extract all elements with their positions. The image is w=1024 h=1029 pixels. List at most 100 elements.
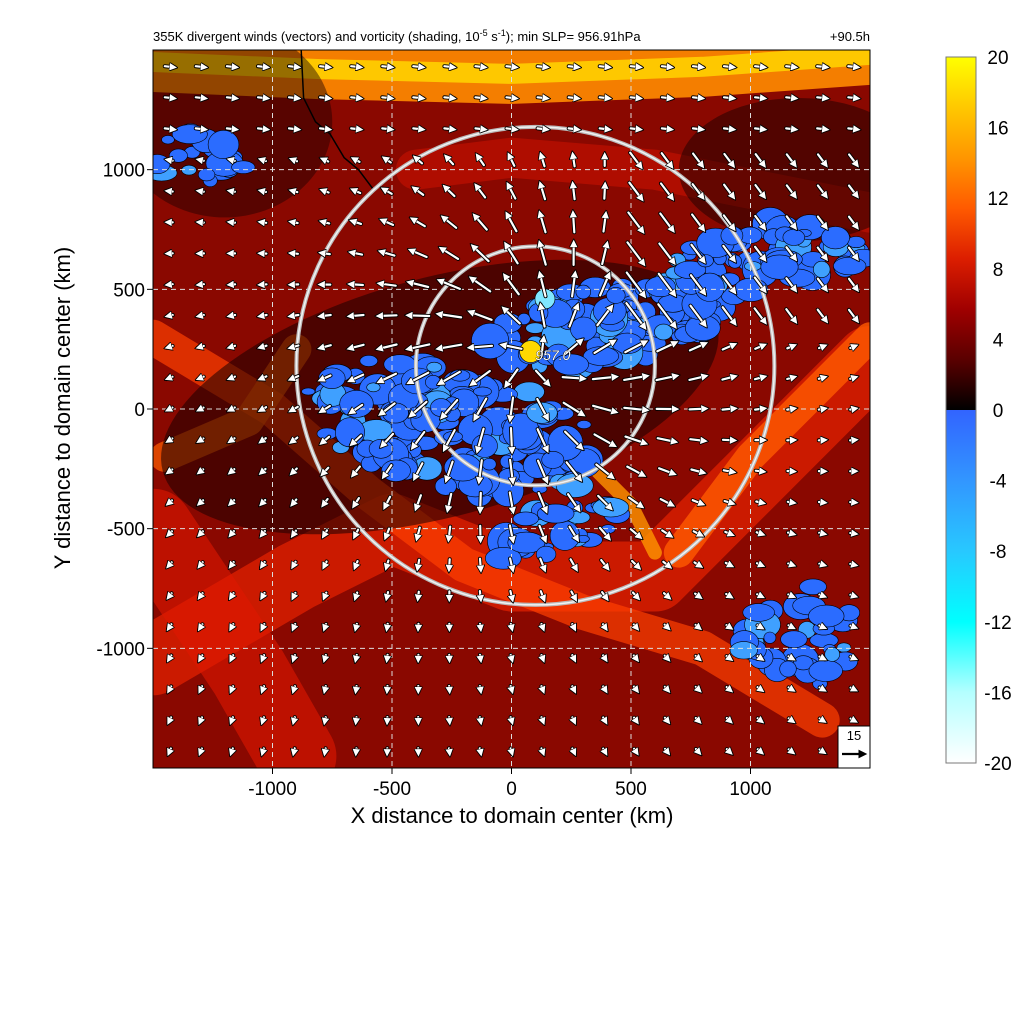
wind-vector <box>293 748 294 754</box>
x-tick-label: 0 <box>506 779 517 800</box>
wind-vector <box>600 97 610 98</box>
wind-vector <box>476 66 486 67</box>
wind-vector <box>324 686 325 692</box>
negative-vorticity-patch <box>513 512 539 526</box>
wind-vector <box>476 97 486 98</box>
negative-vorticity-patch <box>576 285 591 299</box>
title-mid: s <box>488 29 499 44</box>
wind-vector <box>755 128 765 129</box>
negative-vorticity-patch <box>472 434 498 457</box>
wind-vector <box>320 253 329 254</box>
wind-vector <box>786 97 796 98</box>
wind-vector <box>356 748 357 754</box>
wind-vector <box>569 128 579 129</box>
wind-vector <box>848 97 858 98</box>
wind-vector <box>413 128 423 129</box>
wind-vector <box>196 97 206 98</box>
wind-vector <box>320 97 330 98</box>
plot-area: 957.0 <box>117 26 918 768</box>
wind-vector <box>662 128 672 129</box>
wind-vector <box>290 222 297 223</box>
wind-vector <box>600 66 610 67</box>
wind-vector <box>289 97 299 98</box>
wind-vector <box>227 66 237 67</box>
wind-vector <box>724 97 734 98</box>
wind-vector <box>167 284 173 285</box>
wind-vector <box>819 408 826 409</box>
wind-vector <box>449 559 450 570</box>
wind-vector <box>480 559 481 571</box>
title-exp2: -1 <box>498 28 506 38</box>
wind-vector <box>569 97 579 98</box>
wind-vector <box>631 97 641 98</box>
wind-vector <box>349 284 363 285</box>
wind-vector <box>755 97 765 98</box>
wind-vector <box>320 128 330 129</box>
x-tick-label: 1000 <box>729 779 771 800</box>
negative-vorticity-patch <box>570 317 596 341</box>
wind-vector <box>444 128 454 129</box>
negative-vorticity-patch <box>825 647 840 661</box>
negative-vorticity-patch <box>542 451 564 468</box>
wind-vector <box>293 717 295 723</box>
negative-vorticity-patch <box>654 324 672 340</box>
wind-vector <box>382 66 392 67</box>
wind-vector <box>351 97 361 98</box>
negative-vorticity-patch <box>208 130 239 158</box>
wind-vector <box>850 564 856 565</box>
wind-vector <box>690 409 707 410</box>
negative-vorticity-patch <box>360 355 378 366</box>
wind-vector <box>259 315 266 316</box>
wind-vector <box>351 128 361 129</box>
wind-vector <box>600 128 610 129</box>
wind-vector <box>850 533 856 534</box>
wind-vector <box>480 624 481 630</box>
wind-vector <box>227 97 237 98</box>
wind-vector <box>631 66 641 67</box>
wind-vector <box>165 97 175 98</box>
wind-vector <box>387 686 388 692</box>
wind-vector <box>786 128 796 129</box>
wind-vector <box>819 533 825 534</box>
colorbar-tick-label: -12 <box>984 613 1011 634</box>
wind-vector <box>227 128 237 129</box>
wind-vector <box>258 128 268 129</box>
negative-vorticity-patch <box>471 323 508 359</box>
negative-vorticity-patch <box>809 605 845 627</box>
colorbar-tick-label: 4 <box>993 330 1004 351</box>
wind-vector <box>290 315 299 316</box>
wind-vector <box>378 315 397 316</box>
x-axis-label: X distance to domain center (km) <box>351 803 674 828</box>
wind-vector <box>289 128 299 129</box>
wind-vector <box>507 66 517 67</box>
wind-vector <box>260 191 266 192</box>
wind-vector <box>167 160 173 161</box>
wind-vector <box>480 655 481 661</box>
time-label: +90.5h <box>830 29 870 44</box>
wind-vector <box>538 66 548 67</box>
wind-vector <box>320 66 330 67</box>
wind-vector <box>413 97 423 98</box>
wind-vector <box>165 128 175 129</box>
wind-vector <box>258 66 268 67</box>
wind-vector <box>198 160 204 161</box>
negative-vorticity-patch <box>821 227 849 249</box>
wind-vector <box>848 66 858 67</box>
negative-vorticity-patch <box>198 169 215 181</box>
wind-vector <box>198 191 204 192</box>
wind-vector <box>755 66 765 67</box>
wind-vector <box>480 493 481 512</box>
wind-vector <box>723 440 735 441</box>
wind-vector <box>819 502 825 503</box>
wind-vector <box>229 284 235 285</box>
x-tick-label: -1000 <box>248 779 297 800</box>
colorbar-tick-label: -8 <box>990 542 1007 563</box>
wind-vector <box>325 748 326 754</box>
wind-vector <box>817 128 827 129</box>
wind-vector <box>511 655 513 661</box>
x-tick-label: -500 <box>373 779 411 800</box>
wind-vector <box>355 624 357 630</box>
y-axis-label: Y distance to domain center (km) <box>50 247 75 569</box>
wind-vector <box>507 128 517 129</box>
wind-vector <box>631 128 641 129</box>
